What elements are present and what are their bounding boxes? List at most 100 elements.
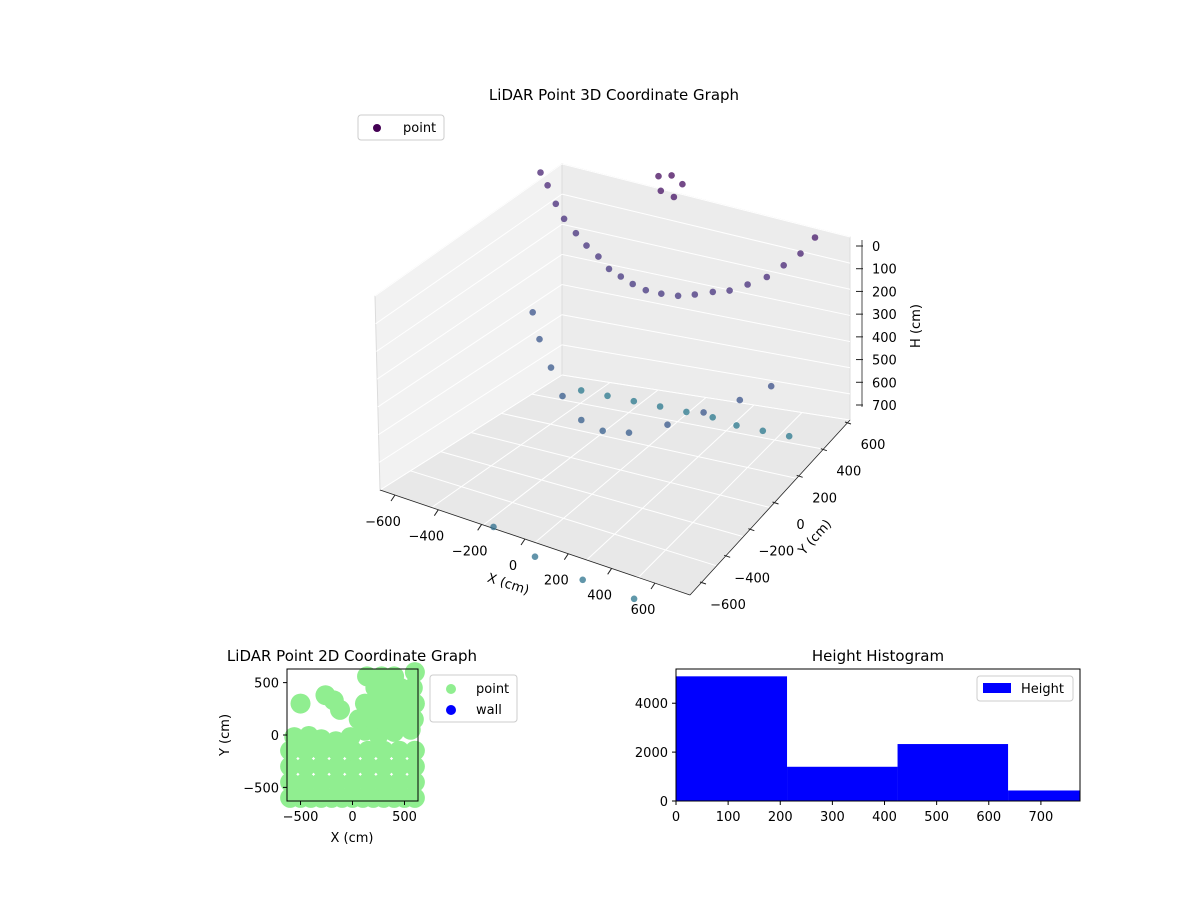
x-axis-line [379, 489, 691, 596]
data-point-3d [579, 576, 586, 584]
data-point-2d [373, 772, 394, 793]
data-point-2d [404, 772, 425, 793]
data-point-3d [629, 280, 636, 288]
grid-line-back [561, 284, 851, 343]
z-axis-label: H (cm) [909, 304, 924, 348]
legend-3d-box [357, 114, 445, 141]
data-point-3d [709, 288, 717, 296]
z-tick-label: 600 [872, 376, 897, 391]
data-point-3d [560, 215, 568, 223]
grid-line-back [561, 163, 851, 238]
x-tick [520, 538, 526, 546]
y-tick-label: −400 [734, 571, 770, 586]
x-tick-label-hist: 400 [872, 810, 897, 825]
data-point-3d [733, 422, 740, 429]
data-point-3d [605, 265, 613, 273]
histogram-bars [676, 676, 1080, 801]
chart-2d-ylabel: Y (cm) [218, 714, 233, 757]
x-tick [607, 568, 613, 575]
y-tick-label-2d: 500 [254, 677, 279, 692]
data-point-3d [763, 273, 771, 281]
data-point-2d [290, 693, 311, 714]
y-tick-label-hist: 4000 [635, 697, 668, 712]
grid-line-left [376, 254, 563, 380]
y-tick-label-hist: 0 [660, 795, 668, 810]
x-tick-label: −200 [452, 544, 488, 559]
x-tick [563, 553, 569, 560]
y-tick-label: −600 [710, 598, 746, 613]
y-tick [772, 501, 779, 505]
data-point-2d [330, 699, 351, 720]
data-point-3d [547, 364, 555, 371]
grid-line-back [561, 314, 851, 369]
grid-line-back [561, 223, 851, 290]
histogram-bar [1008, 790, 1080, 801]
y-tick [748, 528, 755, 532]
data-point-3d [691, 291, 699, 298]
z-tick-label: 500 [872, 354, 897, 369]
data-point-3d [709, 414, 716, 421]
x-tick-label: 600 [631, 603, 656, 618]
data-point-3d [744, 281, 751, 288]
x-tick-label-hist: 600 [976, 810, 1001, 825]
y-tick [724, 554, 731, 558]
data-point-3d [736, 396, 744, 404]
x-tick-label-hist: 500 [924, 810, 949, 825]
z-tick-label: 100 [872, 263, 897, 278]
legend-histogram-swatch [983, 683, 1011, 693]
legend-2d: point wall [429, 674, 518, 723]
x-tick-label-hist: 100 [716, 810, 741, 825]
data-point-2d [389, 772, 410, 793]
data-point-3d [490, 523, 497, 531]
y-tick [796, 474, 803, 478]
data-point-2d [342, 772, 363, 793]
data-point-2d [358, 772, 379, 793]
data-point-2d [326, 756, 347, 777]
data-point-2d [368, 725, 389, 745]
z-tick-label: 300 [872, 308, 897, 323]
legend-2d-marker-point [446, 684, 456, 694]
histogram-frame [675, 668, 1081, 802]
data-point-3d [595, 253, 602, 260]
x-tick-label-2d: 500 [392, 810, 417, 825]
data-point-3d [700, 409, 707, 416]
x-tick-label-hist: 700 [1028, 810, 1053, 825]
x-tick [650, 582, 656, 590]
data-point-3d [656, 403, 664, 410]
z-tick-label: 400 [872, 331, 897, 346]
data-point-2d [404, 693, 425, 714]
chart-histogram: Height Histogram 0 100 200 300 400 500 600 7000… [635, 647, 1081, 825]
data-point-3d [537, 169, 544, 176]
data-point-2d [357, 666, 378, 687]
data-point-2d [358, 756, 379, 777]
data-point-3d [655, 172, 662, 180]
data-point-3d [536, 335, 543, 343]
x-tick-label-2d: 0 [348, 810, 356, 825]
data-point-3d [544, 182, 551, 189]
data-point-3d [531, 553, 539, 560]
data-point-3d [617, 273, 625, 280]
data-point-3d [604, 392, 611, 400]
point-cloud-2d [280, 662, 425, 808]
y-tick-label: 600 [861, 438, 886, 453]
data-point-3d [780, 262, 787, 269]
y-tick [699, 581, 707, 585]
x-tick [433, 509, 439, 516]
x-tick [477, 524, 483, 531]
x-tick-label: 400 [587, 588, 612, 603]
x-tick-label: 200 [544, 574, 569, 589]
data-point-3d [630, 595, 638, 603]
grid-line-left [375, 193, 563, 325]
y-tick-label-hist: 2000 [635, 746, 668, 761]
data-point-3d [683, 408, 690, 416]
data-point-3d [759, 427, 767, 435]
data-point-2d [384, 666, 405, 687]
data-point-3d [599, 427, 606, 435]
grid-line-back [561, 253, 851, 316]
data-point-3d [664, 421, 671, 429]
legend-2d-label-point: point [476, 682, 509, 697]
histogram-bar [676, 676, 788, 801]
data-point-2d [280, 756, 301, 777]
